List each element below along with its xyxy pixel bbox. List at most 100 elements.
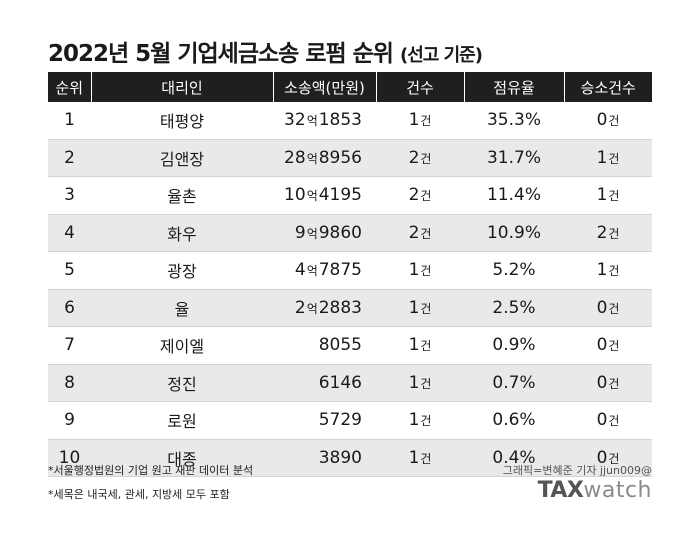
amount-cell: 28억8956: [273, 139, 376, 177]
share-value: 31.7%: [486, 147, 541, 168]
amount-cell: 9억9860: [273, 214, 376, 252]
table-row: 3 율촌 10억4195 2건 11.4% 1건: [48, 176, 652, 215]
logo-light: watch: [583, 478, 652, 503]
rank-value: 8: [64, 372, 75, 393]
rank-cell: 4: [48, 214, 91, 252]
amount-cell: 4억7875: [273, 251, 376, 290]
firm-cell: 율: [91, 289, 273, 327]
wins-cell: 0건: [564, 102, 652, 140]
case-unit: 건: [608, 226, 620, 241]
cases-value: 2: [408, 147, 420, 168]
table-row: 4 화우 9억9860 2건 10.9% 2건: [48, 214, 652, 252]
cases-cell: 2건: [376, 176, 464, 215]
table-row: 9 로원 5729 1건 0.6% 0건: [48, 401, 652, 440]
wins-cell: 0건: [564, 289, 652, 327]
firm-name: 율촌: [167, 187, 197, 207]
table-row: 7 제이엘 8055 1건 0.9% 0건: [48, 326, 652, 365]
share-cell: 0.9%: [464, 326, 564, 365]
share-value: 0.4%: [492, 447, 536, 468]
header-share: 점유율: [463, 72, 564, 102]
amount-man: 3890: [318, 447, 362, 468]
case-unit: 건: [608, 339, 620, 354]
share-value: 5.2%: [492, 260, 536, 281]
case-unit: 건: [608, 151, 620, 166]
share-value: 0.7%: [492, 372, 536, 393]
wins-value: 1: [596, 147, 608, 168]
amount-man: 7875: [318, 260, 362, 281]
logo-bold: TAX: [537, 478, 584, 503]
header-amount: 소송액(만원): [272, 72, 376, 102]
rank-cell: 8: [48, 364, 91, 402]
wins-value: 1: [596, 185, 608, 206]
rank-value: 10: [58, 447, 81, 468]
rank-value: 5: [64, 260, 75, 281]
firm-name: 광장: [167, 262, 197, 282]
case-unit: 건: [608, 264, 620, 279]
case-unit: 건: [608, 376, 620, 391]
rank-value: 4: [64, 222, 75, 243]
firm-name: 대종: [167, 449, 197, 469]
wins-value: 2: [596, 222, 608, 243]
firm-cell: 로원: [91, 401, 273, 440]
table-row: 1 태평양 32억1853 1건 35.3% 0건: [48, 102, 652, 140]
wins-value: 0: [596, 410, 608, 431]
title-main: 2022년 5월 기업세금소송 로펌 순위: [48, 41, 394, 67]
cases-cell: 2건: [376, 139, 464, 177]
wins-value: 0: [596, 372, 608, 393]
cases-value: 1: [408, 410, 420, 431]
wins-value: 0: [596, 297, 608, 318]
eok-unit: 억: [306, 151, 318, 166]
header-cases: 건수: [375, 72, 464, 102]
case-unit: 건: [420, 226, 432, 241]
page-title: 2022년 5월 기업세금소송 로펌 순위 (선고 기준): [48, 34, 652, 68]
amount-eok: 4: [294, 260, 306, 281]
ranking-table: 순위 대리인 소송액(만원) 건수 점유율 승소건수 1 태평양 32억1853 1건…: [48, 72, 652, 477]
firm-cell: 화우: [91, 214, 273, 252]
amount-man: 2883: [318, 297, 362, 318]
firm-cell: 태평양: [91, 102, 273, 140]
title-sub: (선고 기준): [399, 45, 483, 66]
share-cell: 35.3%: [464, 102, 564, 140]
wins-value: 0: [596, 447, 608, 468]
firm-name: 제이엘: [159, 337, 205, 357]
case-unit: 건: [420, 189, 432, 204]
share-value: 10.9%: [486, 222, 541, 243]
wins-cell: 1건: [564, 139, 652, 177]
wins-cell: 1건: [564, 251, 652, 290]
amount-man: 4195: [318, 185, 362, 206]
rank-value: 7: [64, 335, 75, 356]
table-row: 10 대종 3890 1건 0.4% 0건: [48, 439, 652, 477]
cases-cell: 1건: [376, 289, 464, 327]
wins-value: 0: [596, 335, 608, 356]
share-value: 0.9%: [492, 335, 536, 356]
amount-cell: 6146: [273, 364, 376, 402]
footnote-scope: *세목은 내국세, 관세, 지방세 모두 포함: [48, 488, 230, 501]
case-unit: 건: [608, 414, 620, 429]
share-value: 2.5%: [492, 297, 536, 318]
amount-cell: 5729: [273, 401, 376, 440]
share-cell: 2.5%: [464, 289, 564, 327]
case-unit: 건: [608, 114, 620, 129]
amount-eok: 32: [284, 110, 306, 131]
firm-cell: 정진: [91, 364, 273, 402]
wins-value: 1: [596, 260, 608, 281]
rank-cell: 9: [48, 401, 91, 440]
amount-man: 8055: [318, 335, 362, 356]
eok-unit: 억: [306, 264, 318, 279]
amount-man: 8956: [318, 147, 362, 168]
amount-eok: 9: [294, 222, 306, 243]
firm-cell: 율촌: [91, 176, 273, 215]
table-row: 8 정진 6146 1건 0.7% 0건: [48, 364, 652, 402]
wins-cell: 1건: [564, 176, 652, 215]
table-row: 6 율 2억2883 1건 2.5% 0건: [48, 289, 652, 327]
share-cell: 0.7%: [464, 364, 564, 402]
case-unit: 건: [608, 451, 620, 466]
amount-cell: 3890: [273, 439, 376, 477]
cases-cell: 1건: [376, 251, 464, 290]
share-value: 11.4%: [486, 185, 541, 206]
rank-value: 1: [64, 110, 75, 131]
taxwatch-logo: TAXwatch: [538, 478, 652, 503]
firm-name: 정진: [167, 374, 197, 394]
share-cell: 31.7%: [464, 139, 564, 177]
header-wins: 승소건수: [563, 72, 652, 102]
